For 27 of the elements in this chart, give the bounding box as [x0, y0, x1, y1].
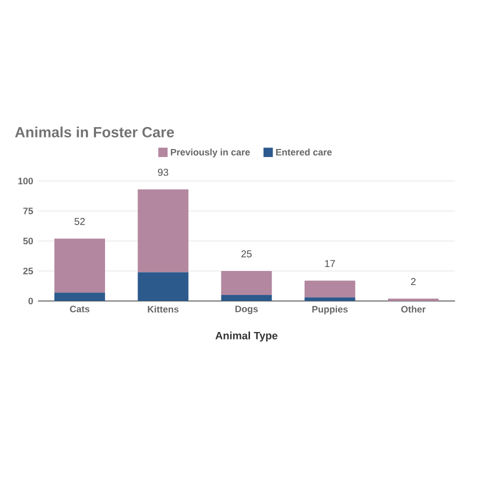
y-tick-label: 25	[23, 268, 34, 274]
total-label: 2	[411, 278, 416, 285]
x-tick-label: Cats	[70, 306, 90, 312]
total-label: 52	[74, 218, 85, 226]
bar	[54, 238, 106, 293]
total-label: 17	[325, 260, 335, 267]
bar	[304, 280, 356, 298]
chart-title: Animals in Foster Care	[15, 126, 174, 138]
bar	[54, 292, 106, 301]
x-axis-title: Animal Type	[215, 332, 278, 342]
bar	[138, 272, 188, 301]
y-tick-label: 50	[23, 238, 33, 244]
y-tick-label: 75	[23, 208, 34, 214]
bar	[221, 295, 272, 301]
bar	[138, 189, 188, 272]
y-tick-label: 100	[18, 178, 33, 184]
legend-label: Entered care	[276, 148, 332, 156]
y-tick-label: 0	[28, 298, 33, 304]
bar	[304, 297, 356, 301]
legend-label: Previously in care	[170, 148, 250, 158]
x-tick-label: Puppies	[312, 306, 348, 314]
total-label: 25	[241, 250, 252, 258]
total-label: 93	[158, 168, 168, 176]
x-tick-label: Dogs	[235, 306, 258, 314]
bar	[221, 271, 272, 295]
x-tick-label: Kittens	[148, 306, 179, 313]
x-tick-label: Other	[401, 306, 426, 313]
